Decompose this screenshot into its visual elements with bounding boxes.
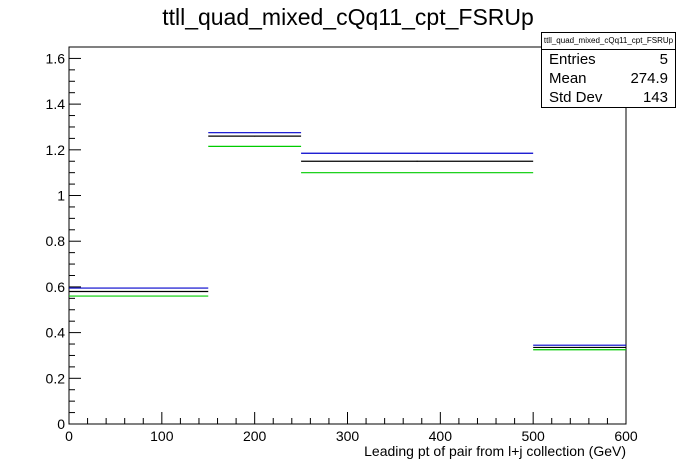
- stats-value: 274.9: [630, 70, 668, 87]
- series-1: [69, 132, 626, 346]
- y-tick-label: 1.4: [46, 96, 66, 112]
- x-tick-label: 500: [521, 428, 545, 444]
- stats-label: Entries: [549, 51, 596, 68]
- y-tick-label: 0.4: [46, 325, 66, 341]
- bin-center-marker: [579, 346, 581, 348]
- x-tick-label: 300: [336, 428, 360, 444]
- bin-center-marker: [416, 160, 418, 162]
- x-tick-label: 400: [429, 428, 453, 444]
- y-tick-label: 1.6: [46, 50, 66, 66]
- bin-center-marker: [254, 135, 256, 137]
- stats-row-mean: Mean 274.9: [542, 69, 675, 88]
- y-tick-label: 0: [57, 416, 65, 432]
- stats-box-name: ttll_quad_mixed_cQq11_cpt_FSRUp: [542, 33, 675, 50]
- chart-title: ttll_quad_mixed_cQq11_cpt_FSRUp: [162, 4, 534, 30]
- stats-value: 5: [659, 51, 668, 68]
- x-tick-label: 0: [65, 428, 73, 444]
- y-tick-label: 0.8: [46, 233, 66, 249]
- bin-center-marker: [138, 290, 140, 292]
- stats-value: 143: [642, 89, 668, 106]
- stats-row-entries: Entries 5: [542, 50, 675, 69]
- y-tick-label: 1.2: [46, 142, 66, 158]
- y-tick-label: 0.6: [46, 279, 66, 295]
- x-tick-label: 600: [614, 428, 638, 444]
- x-axis: 0 100 200 300 400 500 600: [65, 412, 638, 444]
- stats-box: ttll_quad_mixed_cQq11_cpt_FSRUp Entries …: [541, 32, 676, 108]
- x-axis-label: Leading pt of pair from l+j collection (…: [364, 443, 626, 459]
- y-tick-label: 0.2: [46, 370, 66, 386]
- y-axis: 0 0.2 0.4 0.6 0.8 1 1.2 1.4 1.6: [46, 50, 81, 432]
- x-tick-label: 200: [243, 428, 267, 444]
- stats-label: Mean: [549, 70, 587, 87]
- y-tick-label: 1: [57, 188, 65, 204]
- stats-label: Std Dev: [549, 89, 603, 106]
- series-0: [69, 135, 626, 349]
- stats-row-stddev: Std Dev 143: [542, 88, 675, 107]
- series-layer: [69, 132, 626, 351]
- x-tick-label: 100: [150, 428, 174, 444]
- series-2: [69, 145, 626, 351]
